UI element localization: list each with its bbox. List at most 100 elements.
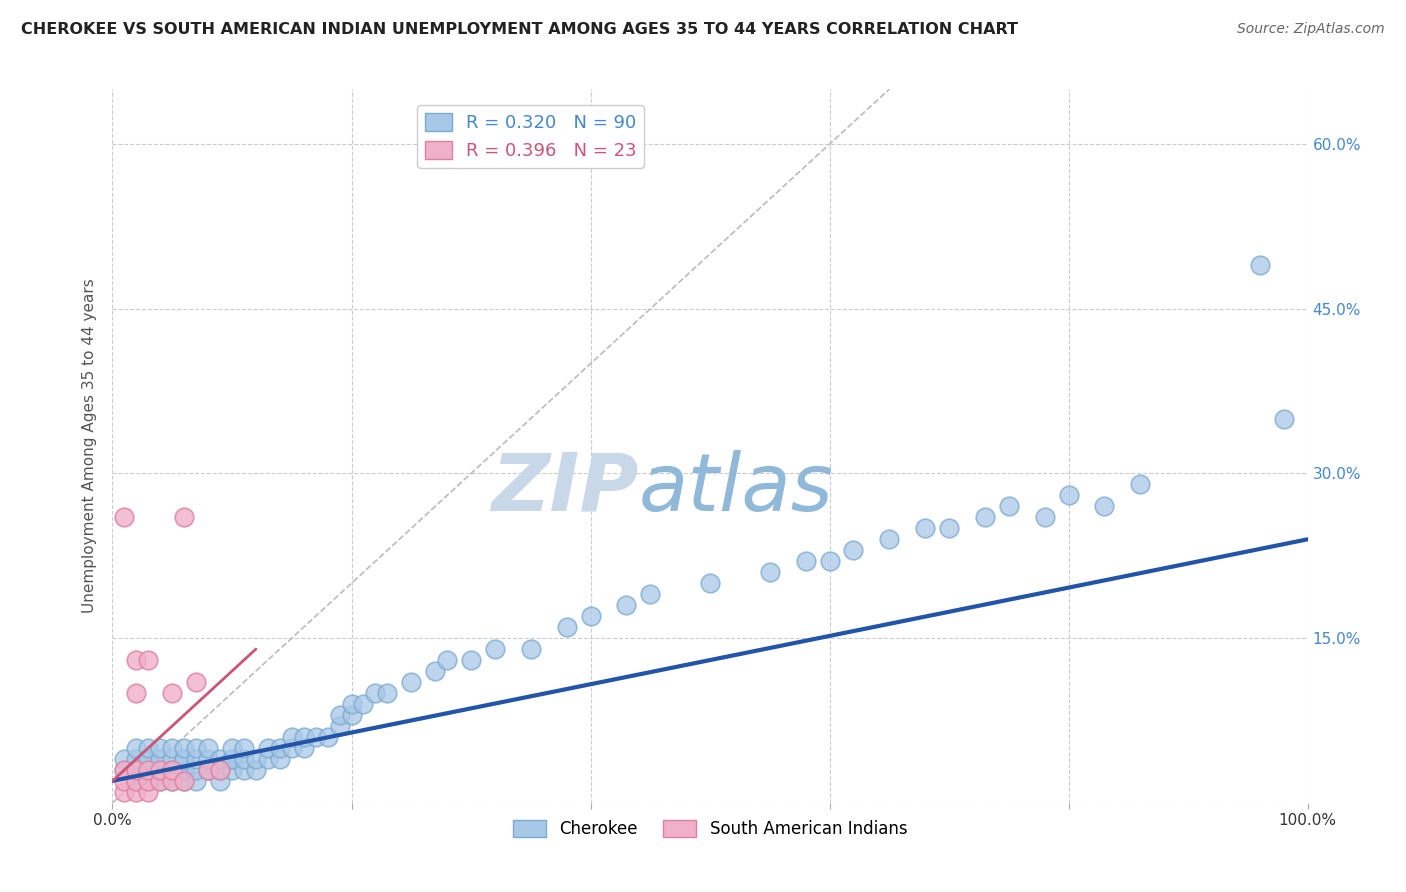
Point: [257, 752, 280, 766]
Point: [173, 773, 195, 788]
Point: [1057, 488, 1080, 502]
Legend: Cherokee, South American Indians: Cherokee, South American Indians: [506, 813, 914, 845]
Point: [138, 653, 160, 667]
Point: [173, 752, 195, 766]
Point: [162, 740, 183, 755]
Point: [209, 763, 232, 777]
Point: [186, 675, 208, 690]
Point: [245, 752, 267, 766]
Text: CHEROKEE VS SOUTH AMERICAN INDIAN UNEMPLOYMENT AMONG AGES 35 TO 44 YEARS CORRELA: CHEROKEE VS SOUTH AMERICAN INDIAN UNEMPL…: [21, 22, 1018, 37]
Point: [579, 609, 602, 624]
Point: [233, 752, 256, 766]
Point: [221, 752, 243, 766]
Point: [699, 576, 721, 591]
Point: [125, 773, 148, 788]
Point: [162, 763, 183, 777]
Point: [162, 686, 183, 700]
Point: [149, 763, 172, 777]
Point: [209, 773, 232, 788]
Point: [329, 708, 352, 723]
Point: [138, 763, 160, 777]
Point: [114, 763, 135, 777]
Point: [281, 740, 304, 755]
Point: [138, 763, 160, 777]
Point: [149, 773, 172, 788]
Point: [460, 653, 482, 667]
Point: [879, 533, 901, 547]
Point: [138, 773, 160, 788]
Point: [162, 773, 183, 788]
Point: [114, 752, 135, 766]
Point: [162, 773, 183, 788]
Point: [401, 675, 423, 690]
Point: [221, 740, 243, 755]
Point: [186, 752, 208, 766]
Point: [794, 554, 817, 568]
Point: [197, 752, 219, 766]
Point: [173, 763, 195, 777]
Point: [125, 773, 148, 788]
Point: [640, 587, 662, 601]
Point: [221, 763, 243, 777]
Point: [281, 730, 304, 744]
Point: [245, 763, 267, 777]
Text: Source: ZipAtlas.com: Source: ZipAtlas.com: [1237, 22, 1385, 37]
Point: [197, 763, 219, 777]
Point: [173, 740, 195, 755]
Point: [186, 773, 208, 788]
Point: [353, 697, 375, 711]
Point: [162, 752, 183, 766]
Point: [316, 730, 339, 744]
Point: [149, 740, 172, 755]
Point: [209, 752, 232, 766]
Point: [138, 740, 160, 755]
Point: [138, 773, 160, 788]
Point: [269, 752, 291, 766]
Point: [221, 752, 243, 766]
Point: [938, 521, 960, 535]
Point: [292, 740, 315, 755]
Point: [292, 730, 315, 744]
Point: [125, 763, 148, 777]
Point: [257, 740, 280, 755]
Point: [914, 521, 936, 535]
Point: [1129, 477, 1152, 491]
Point: [186, 763, 208, 777]
Point: [197, 763, 219, 777]
Point: [436, 653, 458, 667]
Point: [173, 763, 195, 777]
Point: [162, 763, 183, 777]
Point: [1033, 510, 1056, 524]
Point: [149, 752, 172, 766]
Point: [233, 763, 256, 777]
Point: [125, 653, 148, 667]
Point: [125, 740, 148, 755]
Point: [149, 763, 172, 777]
Point: [759, 566, 782, 580]
Point: [269, 740, 291, 755]
Point: [114, 773, 135, 788]
Point: [197, 763, 219, 777]
Point: [173, 773, 195, 788]
Y-axis label: Unemployment Among Ages 35 to 44 years: Unemployment Among Ages 35 to 44 years: [82, 278, 97, 614]
Point: [162, 763, 183, 777]
Point: [998, 500, 1021, 514]
Text: atlas: atlas: [638, 450, 834, 528]
Point: [305, 730, 328, 744]
Point: [377, 686, 399, 700]
Point: [818, 554, 841, 568]
Point: [125, 686, 148, 700]
Point: [186, 740, 208, 755]
Point: [114, 510, 135, 524]
Point: [114, 785, 135, 799]
Point: [149, 773, 172, 788]
Point: [329, 719, 352, 733]
Point: [842, 543, 865, 558]
Point: [425, 664, 447, 678]
Point: [125, 752, 148, 766]
Point: [1094, 500, 1116, 514]
Point: [125, 763, 148, 777]
Point: [520, 642, 543, 657]
Point: [340, 697, 363, 711]
Point: [1272, 411, 1295, 425]
